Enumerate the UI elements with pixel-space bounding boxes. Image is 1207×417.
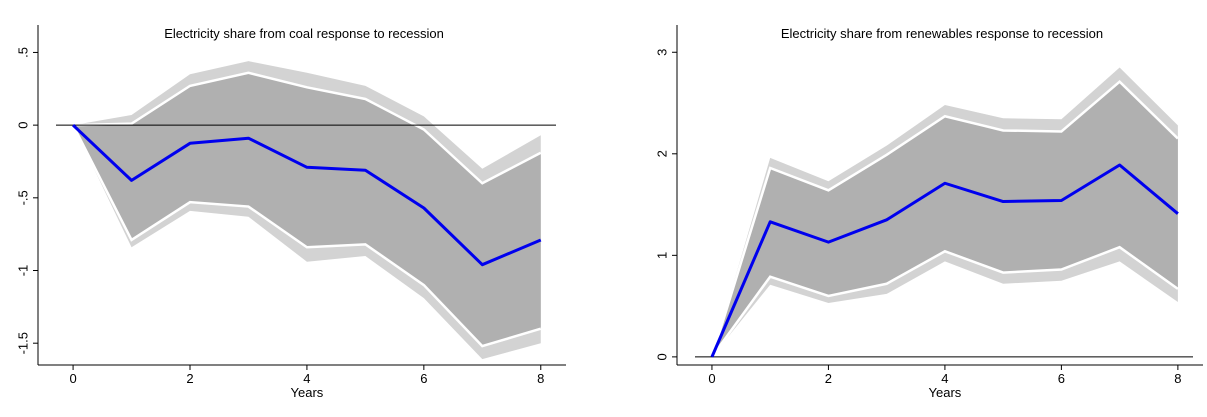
confidence-band: [73, 72, 541, 347]
x-tick-label: 2: [825, 371, 832, 386]
y-tick-label: -.5: [15, 190, 30, 205]
y-tick-label: 0: [654, 353, 669, 360]
band-edge: [710, 80, 1179, 358]
y-tick-label: 1: [654, 252, 669, 259]
y-tick-label: -1.5: [15, 332, 30, 354]
y-tick-label: 2: [654, 150, 669, 157]
chart-title: Electricity share from renewables respon…: [781, 26, 1103, 41]
y-tick-label: 3: [654, 49, 669, 56]
confidence-band: [711, 81, 1178, 357]
y-tick-label: -1: [15, 265, 30, 277]
x-tick-label: 0: [708, 371, 715, 386]
x-tick-label: 6: [420, 371, 427, 386]
chart-panel: Electricity share from coal response to …: [15, 25, 566, 400]
band-edge: [73, 71, 542, 185]
x-tick-label: 8: [537, 371, 544, 386]
x-tick-label: 4: [303, 371, 310, 386]
y-tick-label: 0: [15, 122, 30, 129]
x-tick-label: 4: [941, 371, 948, 386]
x-tick-label: 6: [1058, 371, 1065, 386]
chart-panel: Electricity share from renewables respon…: [654, 25, 1203, 400]
response-line: [710, 163, 1179, 358]
x-axis-label: Years: [291, 385, 324, 400]
x-tick-label: 0: [69, 371, 76, 386]
y-tick-label: .5: [15, 47, 30, 58]
x-tick-label: 8: [1174, 371, 1181, 386]
x-axis-label: Years: [929, 385, 962, 400]
x-tick-label: 2: [186, 371, 193, 386]
response-line: [72, 124, 542, 267]
band-edge: [710, 245, 1179, 358]
chart-title: Electricity share from coal response to …: [164, 26, 444, 41]
band-edge: [71, 124, 542, 348]
